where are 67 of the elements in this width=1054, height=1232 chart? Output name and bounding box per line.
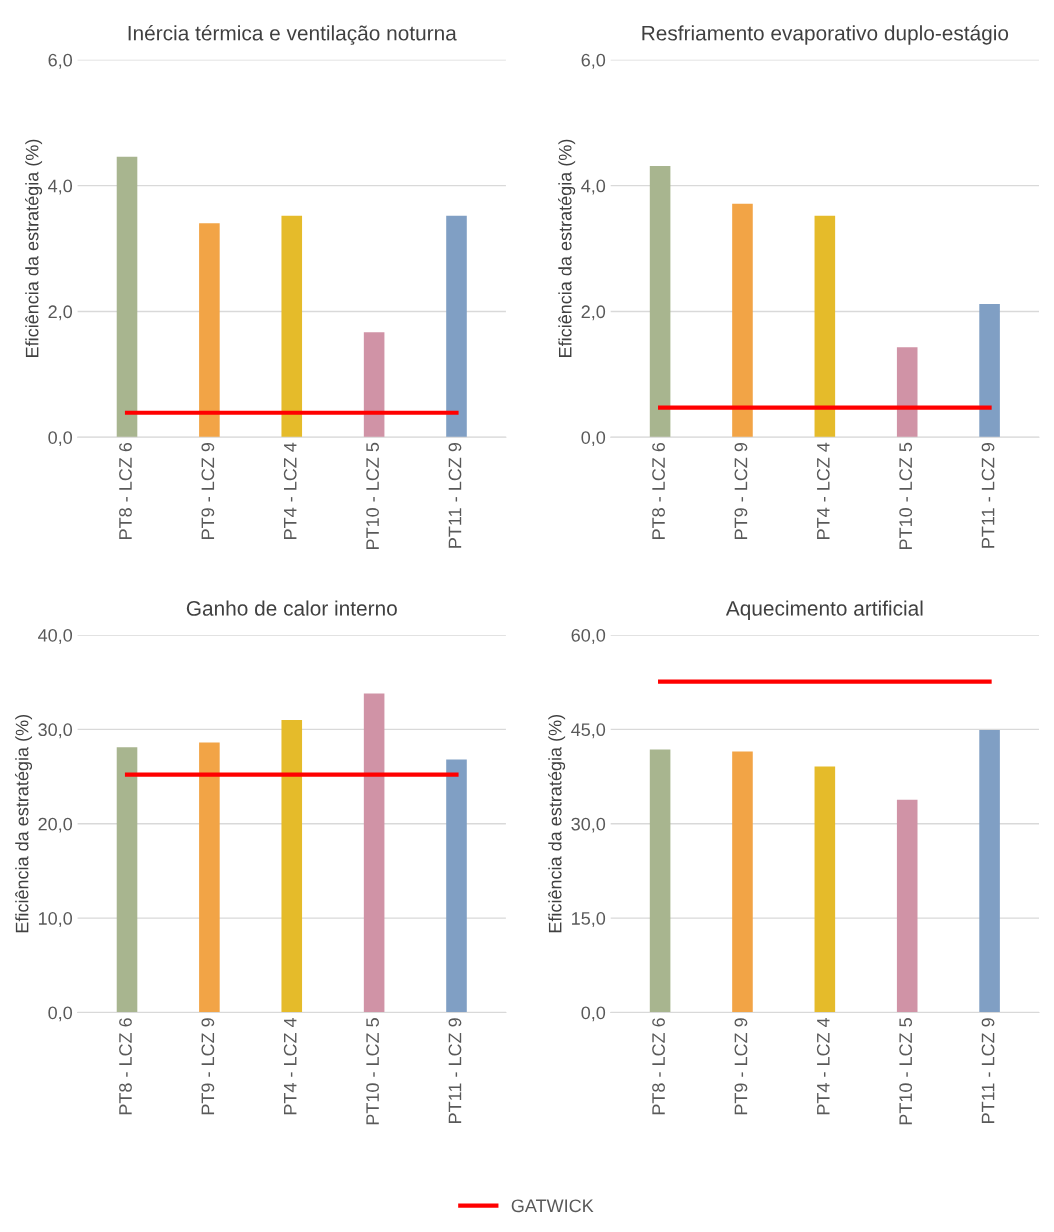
bar (732, 203, 753, 438)
bar (281, 719, 303, 1013)
y-tick-label: 40,0 (38, 628, 73, 644)
y-tick-label: 0,0 (48, 1006, 73, 1022)
y-tick-label: 0,0 (581, 431, 606, 447)
x-tick-label: PT10 - LCZ 5 (366, 1018, 379, 1125)
y-axis-title: Eficiência da estratégia (%) (25, 139, 43, 357)
x-tick-label: PT10 - LCZ 5 (899, 1018, 913, 1125)
bar (199, 223, 220, 438)
x-tick-label: PT8 - LCZ 6 (119, 1018, 132, 1115)
bar (116, 156, 138, 438)
y-tick-label: 10,0 (38, 912, 73, 927)
x-tick-label: PT10 - LCZ 5 (899, 442, 913, 549)
x-tick-label: PT4 - LCZ 4 (816, 1017, 830, 1115)
bar (199, 742, 220, 1013)
chart-title: Aquecimento artificial (725, 600, 923, 620)
bar (896, 347, 918, 438)
x-tick-label: PT11 - LCZ 9 (448, 1018, 462, 1123)
x-tick-label: PT4 - LCZ 4 (816, 442, 830, 539)
bar (814, 215, 836, 438)
y-tick-label: 20,0 (38, 817, 73, 833)
bar (814, 766, 836, 1013)
y-tick-label: 0,0 (581, 1006, 606, 1022)
bar (732, 751, 753, 1013)
x-tick-label: PT8 - LCZ 6 (119, 442, 132, 539)
x-tick-label: PT11 - LCZ 9 (981, 442, 995, 548)
bar (281, 215, 303, 438)
y-tick-label: 30,0 (38, 723, 73, 739)
y-tick-label: 6,0 (581, 53, 606, 69)
y-axis-title: Eficiência da estratégia (%) (558, 139, 576, 357)
x-tick-label: PT9 - LCZ 9 (201, 442, 215, 539)
bar (649, 749, 671, 1013)
x-tick-label: PT8 - LCZ 6 (652, 1018, 665, 1115)
x-tick-label: PT11 - LCZ 9 (448, 442, 462, 548)
x-tick-label: PT9 - LCZ 9 (734, 442, 748, 539)
chart-title: Inércia térmica e ventilação noturna (128, 25, 457, 45)
y-axis-title: Eficiência da estratégia (%) (15, 714, 33, 933)
y-tick-label: 30,0 (571, 817, 606, 833)
x-tick-label: PT9 - LCZ 9 (734, 1018, 748, 1115)
y-tick-label: 0,0 (48, 431, 73, 447)
bar (446, 215, 467, 438)
y-tick-label: 6,0 (48, 53, 73, 69)
y-tick-label: 45,0 (571, 723, 606, 739)
y-tick-label: 2,0 (581, 305, 606, 321)
y-tick-label: 2,0 (48, 305, 73, 321)
bar (979, 303, 1000, 438)
bar (363, 332, 385, 438)
y-tick-label: 4,0 (581, 179, 606, 195)
bar (896, 799, 918, 1013)
y-tick-label: 15,0 (572, 912, 606, 927)
x-tick-label: PT4 - LCZ 4 (283, 1017, 297, 1115)
chart-title: Ganho de calor interno (186, 600, 397, 616)
bar (649, 166, 671, 438)
chart-title: Resfriamento evaporativo duplo-estágio (642, 25, 1009, 45)
y-tick-label: 4,0 (48, 179, 73, 195)
bar (979, 730, 1000, 1013)
x-tick-label: PT4 - LCZ 4 (283, 442, 297, 539)
y-tick-label: 60,0 (571, 628, 606, 644)
x-tick-label: PT10 - LCZ 5 (366, 442, 379, 549)
x-tick-label: PT11 - LCZ 9 (981, 1018, 995, 1123)
x-tick-label: PT8 - LCZ 6 (652, 442, 665, 539)
bar (116, 747, 138, 1013)
legend-label: GATWICK (511, 1199, 594, 1213)
x-tick-label: PT9 - LCZ 9 (201, 1018, 215, 1115)
bar (446, 759, 467, 1013)
y-axis-title: Eficiência da estratégia (%) (548, 714, 566, 933)
bar (363, 693, 385, 1013)
